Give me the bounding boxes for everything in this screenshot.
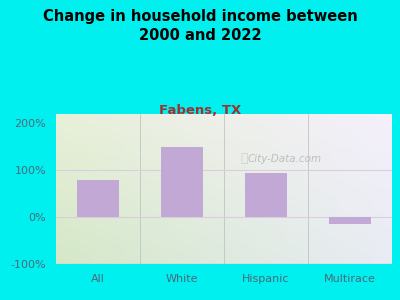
Text: Ⓜ: Ⓜ (240, 152, 248, 166)
Bar (77, 180, 119, 217)
Text: City-Data.com: City-Data.com (248, 154, 322, 164)
Text: Fabens, TX: Fabens, TX (159, 103, 241, 116)
Bar (161, 147, 203, 217)
Bar (245, 172, 287, 217)
Bar (329, 217, 371, 224)
Text: Change in household income between
2000 and 2022: Change in household income between 2000 … (43, 9, 357, 43)
